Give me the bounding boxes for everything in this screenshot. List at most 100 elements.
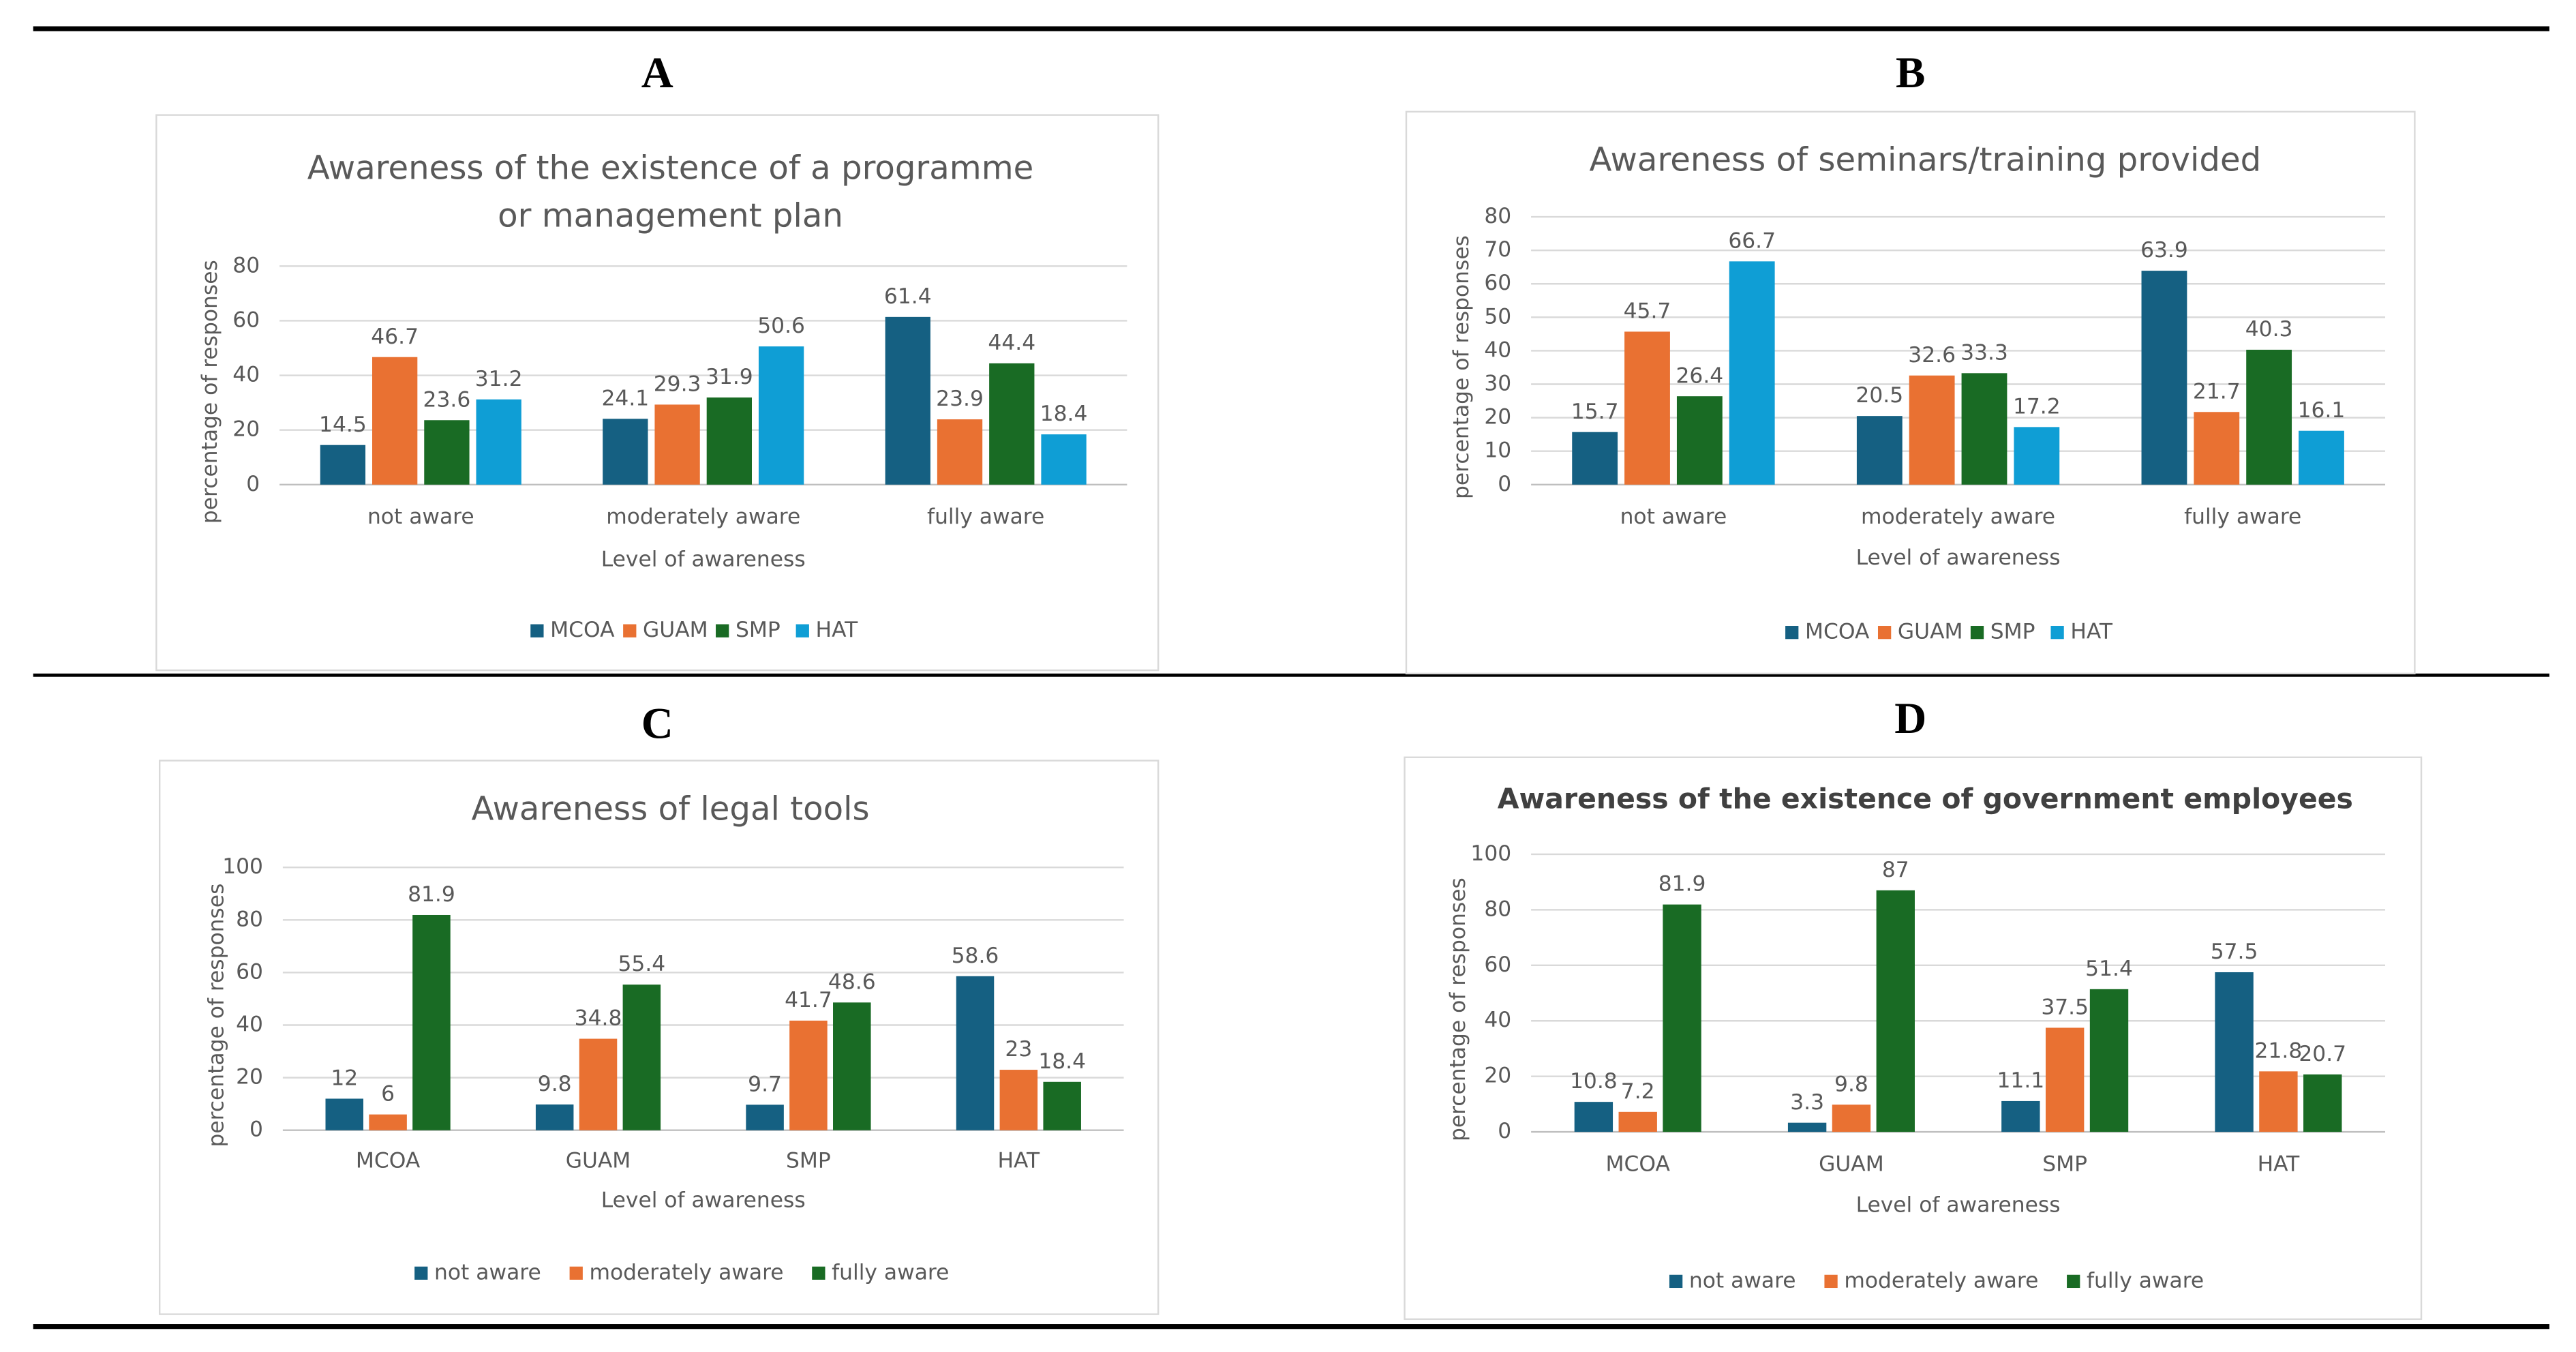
- y-tick-label: 40: [1484, 337, 1511, 362]
- bar: [1572, 432, 1618, 485]
- bar: [1574, 1102, 1613, 1132]
- legend-label: MCOA: [550, 618, 615, 642]
- y-tick-label: 50: [1484, 304, 1511, 329]
- value-label: 24.1: [601, 386, 649, 410]
- value-label: 45.7: [1624, 299, 1671, 324]
- value-label: 57.5: [2211, 940, 2258, 964]
- chart: B Awareness of seminars/training provided…: [1405, 48, 2416, 675]
- y-tick-label: 60: [236, 959, 263, 984]
- x-axis-title: Level of awareness: [601, 547, 806, 572]
- bar: [885, 316, 930, 485]
- value-label: 61.4: [884, 284, 932, 309]
- y-tick-label: 60: [1484, 952, 1511, 977]
- chart: D Awareness of the existence of governmen…: [1404, 694, 2423, 1321]
- value-label: 40.3: [2245, 317, 2293, 342]
- value-label: 44.4: [988, 331, 1035, 355]
- bar: [999, 1070, 1038, 1130]
- bar: [746, 1105, 784, 1130]
- bar: [989, 363, 1035, 485]
- bar: [2259, 1071, 2298, 1132]
- bar: [2045, 1027, 2085, 1132]
- legend-swatch: [569, 1266, 583, 1280]
- panel-label: D: [1894, 694, 1926, 743]
- x-axis-title: Level of awareness: [601, 1188, 806, 1212]
- legend-swatch: [1877, 626, 1892, 640]
- bar: [2215, 972, 2254, 1132]
- legend-label: HAT: [2070, 620, 2113, 644]
- bar: [1663, 904, 1701, 1132]
- y-tick-label: 70: [1484, 237, 1511, 262]
- y-tick-label: 20: [236, 1065, 263, 1090]
- bar: [1876, 890, 1915, 1132]
- value-label: 34.8: [575, 1006, 622, 1031]
- legend-swatch: [812, 1266, 825, 1280]
- legend-label: SMP: [736, 618, 781, 642]
- value-label: 50.6: [757, 314, 805, 338]
- value-label: 14.5: [319, 412, 367, 437]
- y-axis-title: percentage of responses: [1446, 877, 1470, 1141]
- bar: [789, 1020, 828, 1130]
- y-tick-label: 80: [232, 253, 260, 277]
- bar: [937, 419, 983, 485]
- legend-swatch: [2050, 626, 2064, 640]
- bar: [1043, 1081, 1081, 1130]
- bar: [412, 914, 451, 1130]
- bar: [2246, 349, 2292, 485]
- x-tick-label: SMP: [2042, 1152, 2087, 1176]
- bar: [2303, 1074, 2342, 1132]
- value-label: 81.9: [408, 882, 455, 907]
- bar: [1961, 373, 2007, 485]
- chart: C Awareness of legal tools 0 20 40 60 80 100 MCO…: [158, 699, 1160, 1315]
- legend-label: moderately aware: [1844, 1268, 2038, 1293]
- x-tick-label: MCOA: [356, 1149, 421, 1173]
- chart-title-box: Awareness of the existence of government…: [1498, 783, 2353, 816]
- bar: [535, 1104, 574, 1130]
- value-label: 17.2: [2013, 394, 2061, 419]
- bar: [2001, 1100, 2040, 1132]
- legend-swatch: [1824, 1274, 1838, 1289]
- value-label: 48.6: [828, 970, 876, 994]
- y-axis-title: percentage of responses: [1449, 235, 1474, 499]
- bar: [1787, 1122, 1827, 1132]
- legend-swatch: [795, 624, 809, 637]
- x-tick-label: moderately aware: [606, 505, 800, 529]
- x-tick-label: not aware: [1620, 505, 1727, 529]
- y-tick-label: 40: [236, 1012, 263, 1037]
- bar: [325, 1098, 364, 1130]
- legend-label: SMP: [1990, 620, 2035, 644]
- value-label: 23.6: [423, 387, 471, 412]
- chart-title: Awareness of the existence of a programm…: [307, 147, 1034, 235]
- value-label: 81.9: [1658, 872, 1706, 897]
- legend-label: HAT: [816, 618, 859, 642]
- x-tick-label: HAT: [998, 1149, 1041, 1173]
- value-label: 9.8: [1834, 1072, 1868, 1096]
- legend-label: fully aware: [832, 1260, 949, 1285]
- value-label: 33.3: [1960, 340, 2008, 365]
- y-tick-label: 20: [232, 417, 260, 442]
- bar: [603, 419, 648, 485]
- bar: [2089, 989, 2129, 1132]
- legend-swatch: [716, 624, 729, 637]
- legend-swatch: [1669, 1274, 1683, 1289]
- bar: [372, 357, 418, 485]
- legend-label: not aware: [434, 1260, 541, 1285]
- bar: [622, 985, 661, 1130]
- top-rule: [33, 26, 2549, 31]
- bar: [654, 404, 700, 485]
- bar: [1618, 1111, 1657, 1132]
- value-label: 11.1: [1997, 1068, 2044, 1093]
- x-axis-title: Level of awareness: [1856, 545, 2061, 570]
- legend-swatch: [530, 624, 544, 637]
- value-label: 18.4: [1040, 402, 1088, 426]
- bar: [1729, 261, 1775, 485]
- x-tick-label: SMP: [786, 1149, 831, 1173]
- bar: [833, 1002, 871, 1130]
- chart-title-box: Awareness of the existence of a programm…: [307, 147, 1034, 235]
- chart-title-box: Awareness of seminars/training provided: [1589, 140, 2261, 179]
- y-tick-label: 40: [232, 363, 260, 387]
- value-label: 87: [1882, 858, 1909, 882]
- y-tick-label: 10: [1484, 438, 1511, 463]
- y-tick-label: 40: [1484, 1008, 1511, 1032]
- panel-label: B: [1896, 48, 1925, 97]
- x-tick-label: fully aware: [927, 505, 1044, 529]
